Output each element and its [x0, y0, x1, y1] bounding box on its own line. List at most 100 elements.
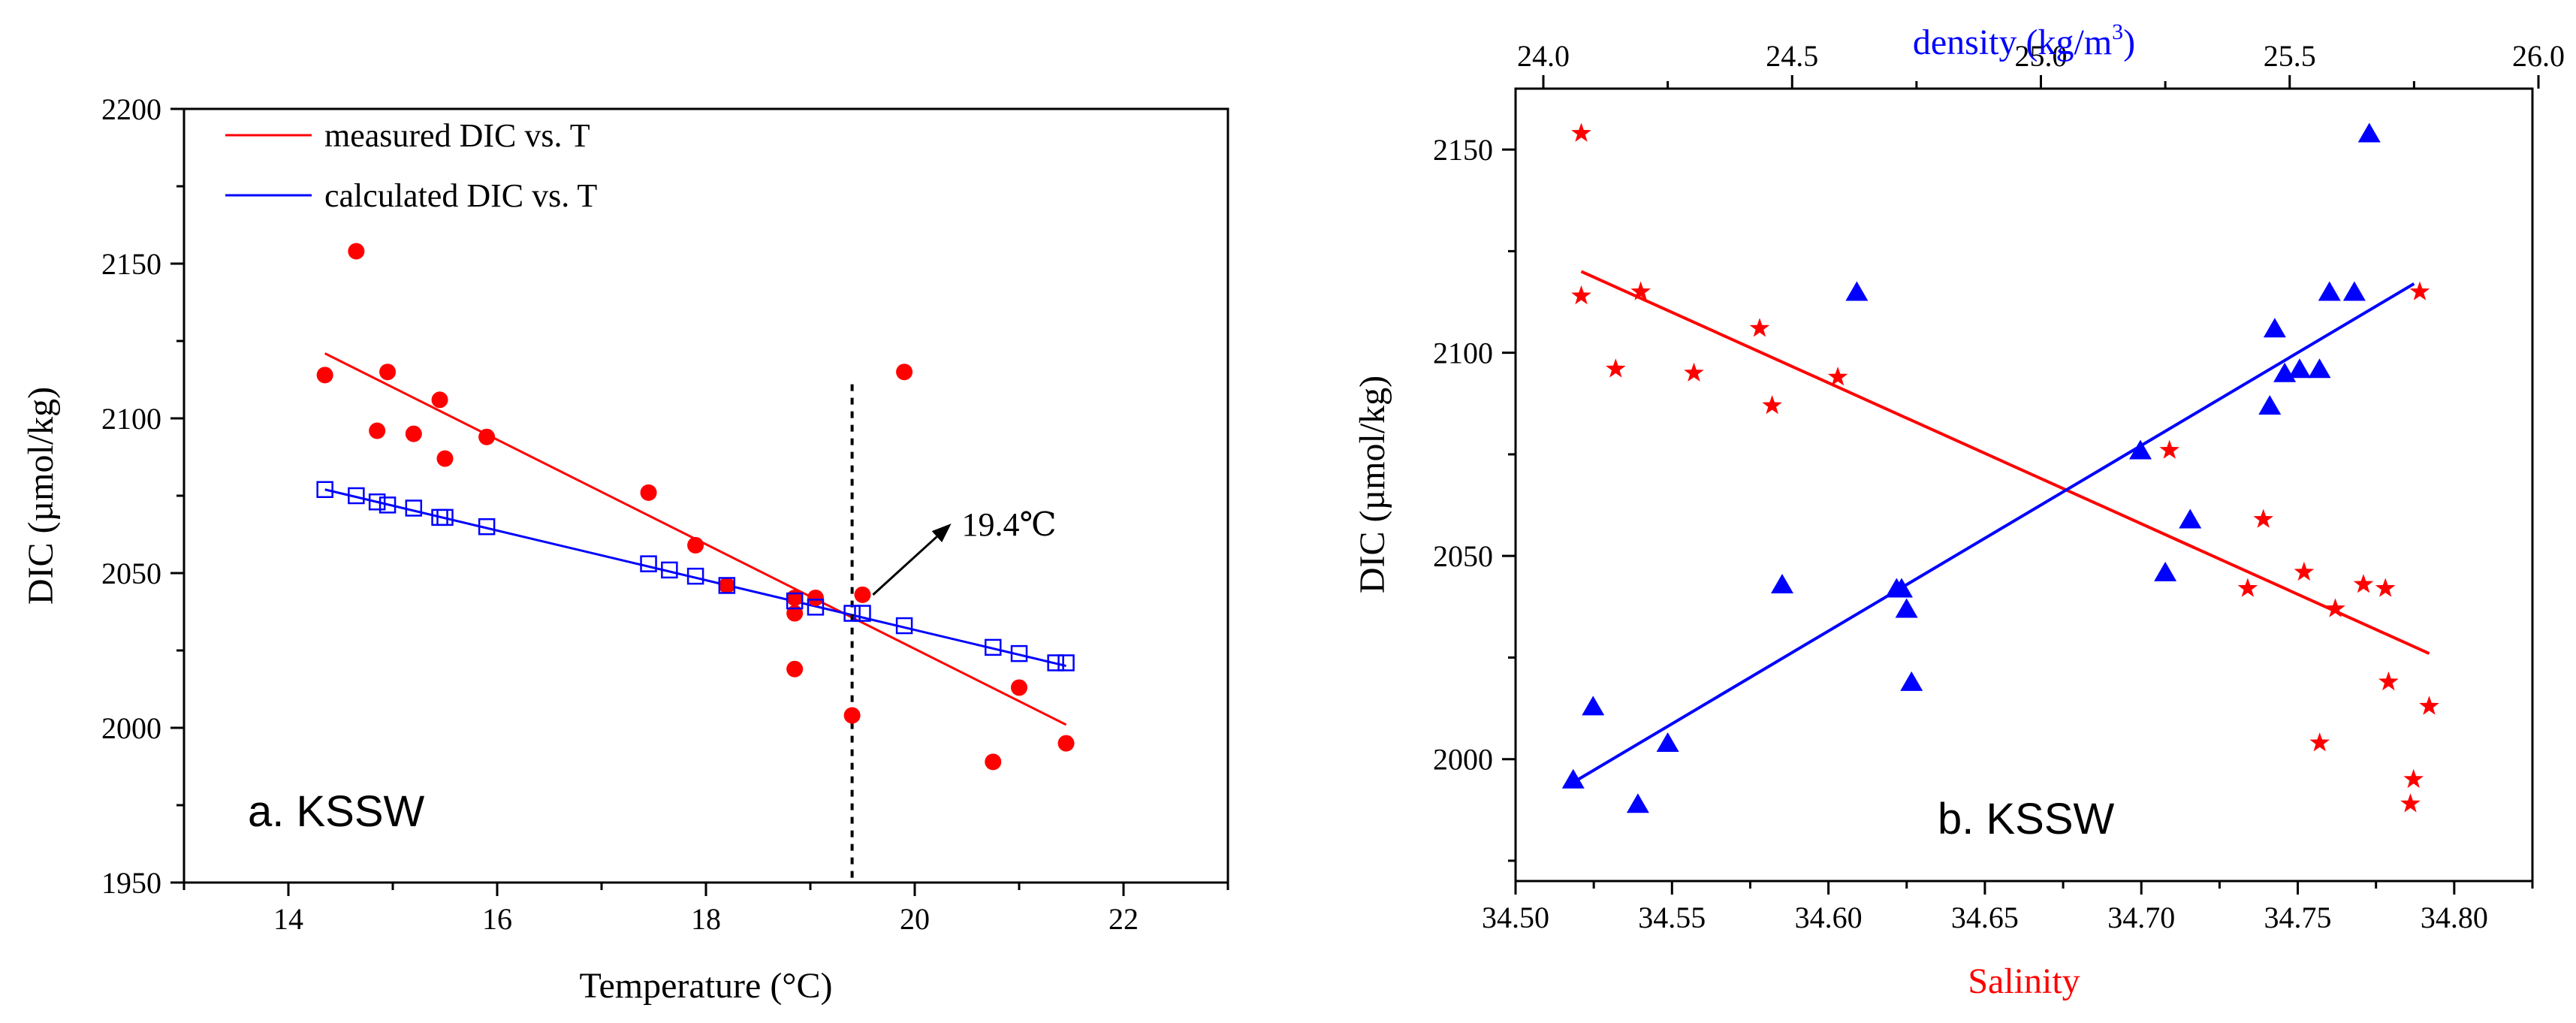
x-tick-label-b: 34.65	[1951, 901, 2019, 934]
fit-lines-b	[1577, 270, 2430, 781]
density-point	[2263, 318, 2286, 338]
density-point	[2129, 439, 2152, 460]
fit-line-a	[324, 488, 1066, 668]
measured-point	[431, 391, 448, 409]
measured-point	[478, 428, 496, 445]
measured-point	[854, 586, 871, 603]
x2-tick-label-b: 24.5	[1766, 39, 1818, 73]
x2-axis-title-b-density: density (kg/m3)	[1913, 20, 2135, 62]
calculated-point	[843, 605, 861, 622]
measured-point	[1057, 735, 1075, 752]
x2-tick-label-b: 25.5	[2264, 39, 2316, 73]
y-tick-label-a: 2150	[101, 247, 161, 281]
x2-tick-label-b: 24.0	[1517, 39, 1570, 73]
panel-label-b: b. KSSW	[1938, 795, 2115, 843]
salinity-point	[2294, 561, 2315, 581]
salinity-point	[1571, 285, 1591, 305]
measured-point	[348, 243, 365, 260]
density-point	[1582, 696, 1605, 716]
x-tick-label-b: 34.60	[1795, 901, 1863, 934]
salinity-point	[1749, 318, 1770, 337]
x-axis-a: 14 16 18 20 22	[182, 883, 1229, 936]
salinity-point	[1827, 367, 1848, 386]
x-axis-title-b-salinity: Salinity	[1968, 961, 2080, 1001]
measured-point	[405, 425, 422, 442]
salinity-point	[2237, 578, 2258, 597]
salinity-point	[1684, 362, 1704, 382]
calculated-point	[1010, 644, 1028, 662]
x-tick-label-a: 22	[1109, 902, 1139, 936]
calculated-point	[478, 518, 496, 536]
measured-point	[807, 589, 824, 606]
salinity-point	[2375, 578, 2396, 597]
density-unit-superscript: 3	[2112, 20, 2123, 44]
y-tick-label-a: 2000	[101, 711, 161, 745]
measured-point	[687, 536, 704, 554]
measured-point	[316, 367, 333, 384]
y-tick-label-b: 2000	[1433, 743, 1493, 777]
plot-frame-b	[1514, 87, 2534, 883]
y-axis-title-b: DIC (µmol/kg)	[1353, 376, 1392, 593]
density-point	[2258, 395, 2282, 415]
salinity-point	[2353, 574, 2374, 593]
density-point	[2342, 281, 2366, 301]
calculated-point	[786, 592, 804, 610]
legend-a: measured DIC vs. T calculated DIC vs. T	[225, 117, 597, 214]
salinity-point	[2378, 671, 2399, 691]
density-point	[1771, 574, 1793, 594]
calculated-point	[316, 481, 333, 499]
calculated-point	[348, 487, 365, 505]
x-tick-label-b: 34.50	[1482, 901, 1549, 934]
density-point	[1656, 732, 1679, 753]
x-tick-label-a: 20	[900, 902, 930, 936]
calculated-point	[1047, 654, 1064, 671]
measured-point	[718, 577, 735, 594]
measured-point	[786, 660, 804, 677]
y-tick-label-a: 2100	[101, 402, 161, 436]
calculated-point	[405, 499, 423, 517]
panel-label-a: a. KSSW	[248, 787, 425, 836]
x-tick-label-b: 34.55	[1638, 901, 1706, 934]
x-tick-label-a: 18	[691, 902, 721, 936]
measured-point	[843, 707, 861, 724]
density-point	[1626, 793, 1649, 813]
measured-point	[985, 753, 1002, 771]
calculated-point	[718, 577, 736, 594]
density-point	[2308, 358, 2331, 379]
calculated-point	[985, 638, 1002, 656]
calculated-point	[436, 508, 454, 527]
x-tick-label-b: 34.80	[2421, 901, 2488, 934]
salinity-point	[2309, 732, 2330, 752]
y-tick-label-a: 1950	[101, 866, 161, 900]
y-axis-title-a: DIC (µmol/kg)	[21, 387, 61, 605]
x-tick-label-b: 34.70	[2107, 901, 2175, 934]
calculated-point	[368, 493, 386, 511]
density-point	[2288, 358, 2311, 379]
fit-line-b	[1577, 282, 2415, 781]
density-point	[2357, 122, 2381, 143]
density-unit-open: (kg/m	[2026, 23, 2113, 62]
density-point	[1900, 671, 1923, 691]
x-tick-label-a: 16	[482, 902, 512, 936]
density-label: density	[1913, 23, 2017, 62]
calculated-point	[807, 599, 825, 616]
salinity-point	[1762, 395, 1782, 415]
legend-measured-label: measured DIC vs. T	[324, 117, 590, 154]
annotation-arrow	[872, 536, 938, 596]
measured-point	[436, 450, 454, 467]
x2-tick-label-b: 25.0	[2015, 39, 2068, 73]
calculated-point	[854, 605, 871, 622]
measured-point	[1011, 679, 1027, 696]
x-axis-title-a: Temperature (°C)	[579, 966, 832, 1006]
measured-point	[369, 422, 386, 439]
calculated-point	[379, 496, 397, 514]
y-axis-b: 2000 2050 2100 2150	[1433, 133, 1516, 862]
panel-b: 34.50 34.55 34.60 34.65 34.70 34.75 34.80 24.0…	[1353, 20, 2565, 1001]
density-point	[1561, 768, 1585, 789]
density-point	[2318, 281, 2341, 301]
x-tick-label-a: 14	[273, 902, 303, 936]
y-tick-label-a: 2050	[101, 557, 161, 590]
y-tick-label-b: 2050	[1433, 539, 1493, 573]
plot-frame-a	[182, 107, 1229, 884]
